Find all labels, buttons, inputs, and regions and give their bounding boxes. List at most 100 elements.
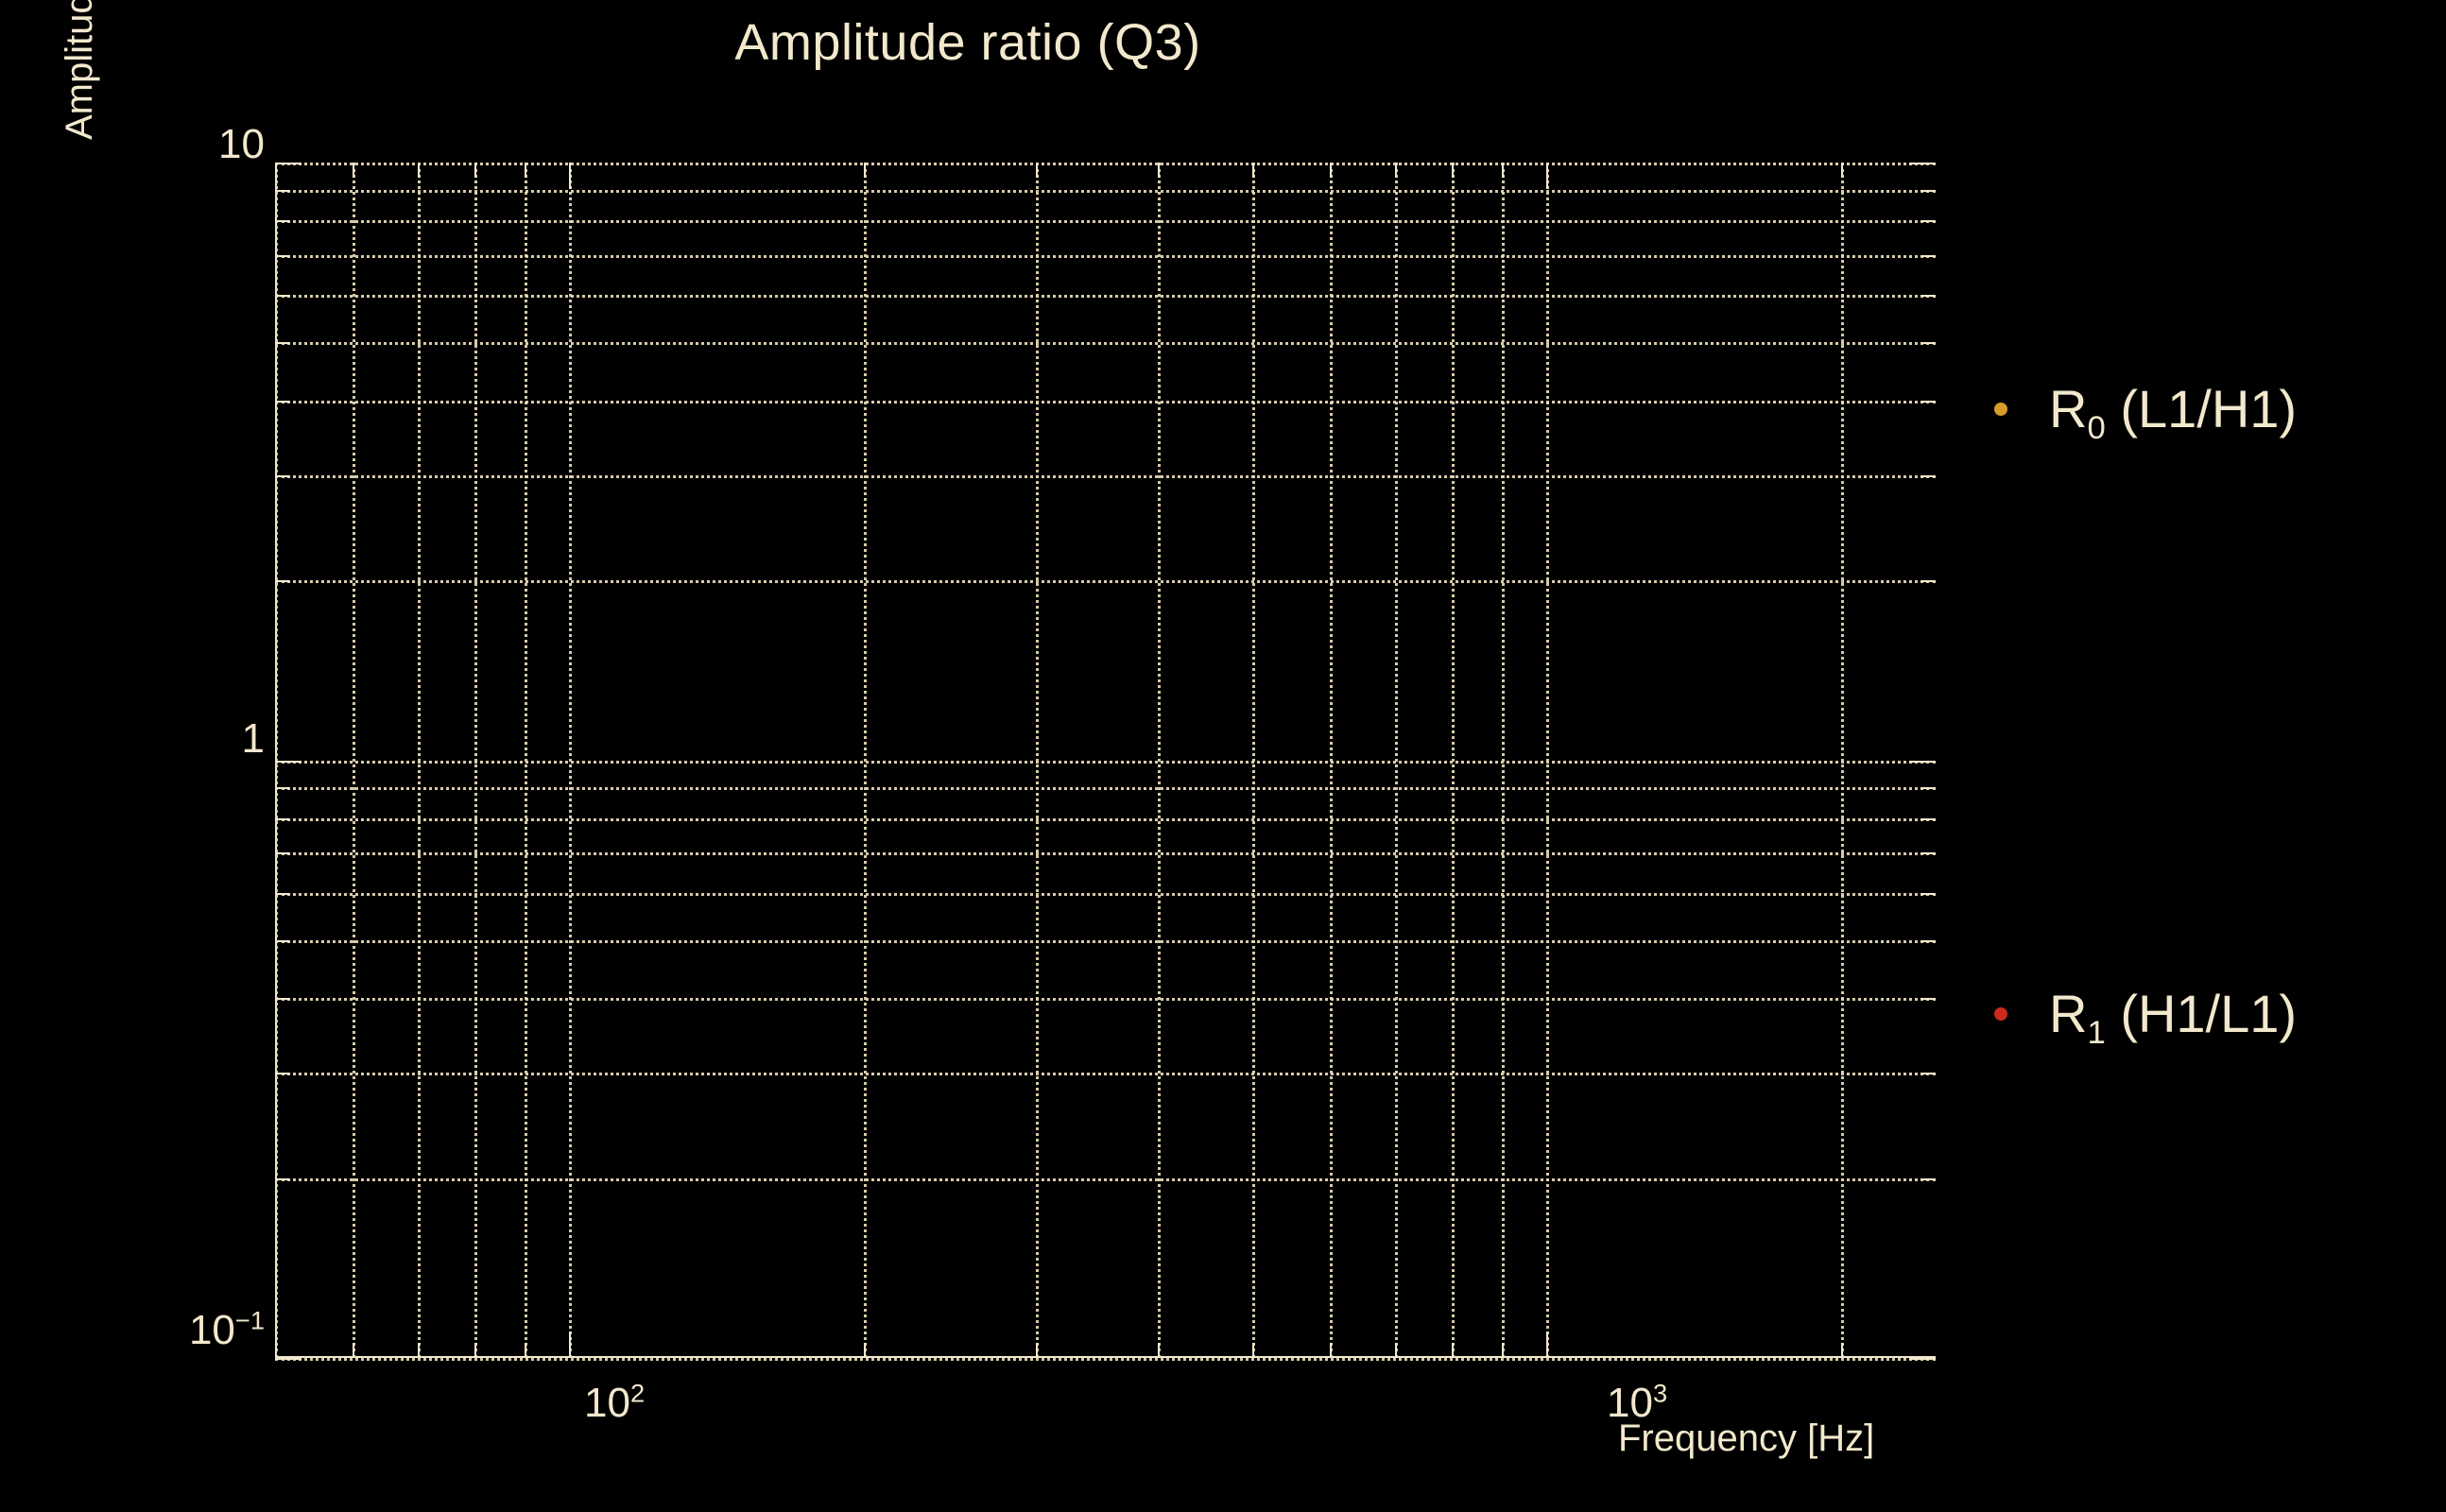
y-axis-tick (275, 939, 290, 942)
page-title: Amplitude ratio (Q3) (734, 14, 1201, 71)
x-axis-tick (1252, 1343, 1255, 1358)
grid-line-horizontal (275, 1358, 1936, 1361)
y-axis-tick (275, 787, 290, 790)
x-axis-tick (863, 1343, 866, 1358)
x-axis-tick (1502, 1343, 1505, 1358)
y-axis-tick (275, 892, 290, 895)
grid-line-horizontal (275, 189, 1936, 193)
grid-line-horizontal (275, 163, 1936, 165)
y-axis-tick-right (1921, 998, 1936, 1001)
x-axis-tick-top (569, 163, 572, 189)
legend-entry-r1[interactable]: R1 (H1/L1) (1994, 983, 2298, 1052)
y-tick-label-0.1: 10−1 (189, 1307, 265, 1354)
y-axis-tick-right (1921, 189, 1936, 192)
y-axis-tick (275, 220, 290, 223)
y-axis-tick (275, 580, 290, 583)
y-axis-tick (275, 1358, 301, 1360)
y-tick-label-10-mantissa: 10 (218, 121, 265, 167)
x-axis-tick (1840, 1343, 1843, 1358)
y-axis-tick-right (1921, 1073, 1936, 1075)
x-axis-tick (1395, 1343, 1398, 1358)
y-axis-tick (275, 998, 290, 1001)
grid-line-horizontal (275, 998, 1936, 1002)
x-tick-label-100: 102 (584, 1380, 645, 1427)
y-tick-label-1-mantissa: 1 (241, 715, 265, 762)
y-axis-tick-right (1921, 852, 1936, 855)
y-axis-tick-right (1921, 254, 1936, 257)
grid-line-horizontal (275, 220, 1936, 224)
x-axis-tick-top (1395, 163, 1398, 178)
grid-line-horizontal (275, 852, 1936, 856)
y-axis-tick (275, 295, 290, 298)
x-axis-tick-top (352, 163, 354, 178)
x-axis-title: Frequency [Hz] (1618, 1418, 1875, 1459)
x-tick-label-100-exponent: 2 (629, 1378, 646, 1408)
y-axis-tick (275, 342, 290, 345)
y-axis-tick-right (1909, 163, 1936, 164)
y-axis-tick (275, 189, 290, 192)
y-axis-tick (275, 163, 301, 164)
y-axis-title: Amplitude ratio (59, 0, 100, 140)
x-tick-label-1000: 103 (1607, 1380, 1667, 1427)
y-axis-tick (275, 760, 301, 763)
x-axis-tick-top (1840, 163, 1843, 178)
x-axis-tick-top (1252, 163, 1255, 178)
grid-line-horizontal (275, 892, 1936, 896)
x-axis-tick (1035, 1343, 1038, 1358)
legend-marker-r1 (1994, 1006, 2007, 1021)
grid-line-horizontal (275, 474, 1936, 478)
y-axis-tick (275, 474, 290, 477)
y-axis-tick-right (1921, 474, 1936, 477)
x-tick-label-1000-exponent: 3 (1652, 1378, 1668, 1408)
legend-entry-r0[interactable]: R0 (L1/H1) (1994, 378, 2298, 447)
x-axis-tick-top (275, 163, 277, 178)
y-tick-label-1: 1 (242, 715, 265, 763)
y-axis-tick (275, 400, 290, 403)
legend-marker-r0 (1994, 402, 2007, 416)
y-axis-tick (275, 1073, 290, 1075)
y-axis-tick (275, 817, 290, 820)
plot-area[interactable] (275, 163, 1936, 1361)
y-tick-label-0.1-mantissa: 10 (188, 1307, 235, 1353)
x-axis-tick (275, 1343, 277, 1358)
x-axis-tick-top (1157, 163, 1160, 178)
grid-line-horizontal (275, 1177, 1936, 1181)
x-axis-tick (474, 1343, 477, 1358)
y-axis-tick-right (1921, 400, 1936, 403)
grid-line-horizontal (275, 760, 1936, 764)
x-axis-tick (1452, 1343, 1455, 1358)
y-axis-tick-right (1921, 1177, 1936, 1180)
y-axis-tick-right (1921, 817, 1936, 820)
x-axis-tick-top (1035, 163, 1038, 178)
grid-line-horizontal (275, 254, 1936, 258)
legend-label-r0: R0 (L1/H1) (2049, 379, 2298, 447)
x-axis-tick-top (474, 163, 477, 178)
grid-line-horizontal (275, 295, 1936, 299)
x-axis-tick-top (1452, 163, 1455, 178)
y-axis-tick-right (1921, 580, 1936, 583)
x-axis-tick-top (863, 163, 866, 178)
x-tick-label-100-mantissa: 10 (584, 1380, 630, 1426)
y-axis-tick (275, 1177, 290, 1180)
x-axis-tick (352, 1343, 354, 1358)
x-axis-tick (418, 1343, 421, 1358)
x-axis-tick (1157, 1343, 1160, 1358)
x-tick-label-1000-mantissa: 10 (1607, 1380, 1653, 1426)
grid-line-horizontal (275, 817, 1936, 821)
x-axis-tick (524, 1343, 526, 1358)
grid-line-horizontal (275, 939, 1936, 943)
x-axis-tick (569, 1332, 572, 1358)
y-axis-tick-right (1909, 1358, 1936, 1360)
x-axis-tick (1546, 1332, 1549, 1358)
x-axis-tick-top (418, 163, 421, 178)
x-axis-tick-top (1330, 163, 1333, 178)
grid-line-horizontal (275, 1073, 1936, 1076)
y-axis-tick (275, 254, 290, 257)
grid-line-horizontal (275, 787, 1936, 791)
legend-label-r1: R1 (H1/L1) (2049, 984, 2298, 1052)
y-tick-label-10: 10 (218, 121, 265, 168)
grid-line-horizontal (275, 580, 1936, 584)
y-axis-tick-right (1921, 787, 1936, 790)
x-axis-line (275, 1356, 1936, 1358)
y-axis-tick-right (1921, 342, 1936, 345)
